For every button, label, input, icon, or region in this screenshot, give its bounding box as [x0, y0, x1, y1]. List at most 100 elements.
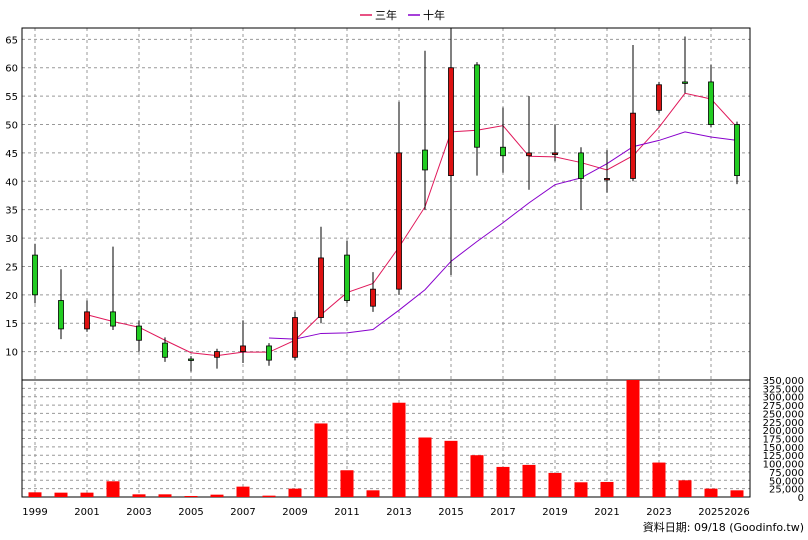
year-tick-label: 2009: [282, 507, 307, 518]
volume-bar: [652, 462, 666, 497]
candlestick: [214, 348, 220, 369]
candlestick: [552, 124, 558, 162]
candlestick: [370, 272, 376, 312]
price-tick-label: 65: [5, 35, 18, 46]
candle-body: [58, 300, 64, 330]
volume-tick-label: 175,000: [763, 435, 804, 446]
legend-label: 十年: [423, 8, 445, 22]
candle-body: [422, 149, 428, 171]
candlestick: [32, 243, 38, 304]
candle-body: [240, 345, 246, 353]
volume-bar: [626, 380, 640, 497]
candlestick: [708, 64, 714, 128]
price-tick-label: 40: [5, 177, 18, 188]
year-tick-label: 2005: [178, 507, 203, 518]
candlesticks: [32, 28, 740, 372]
volume-bar: [158, 494, 172, 497]
moving-average-lines: [86, 92, 738, 357]
candle-body: [656, 84, 662, 111]
candle-body: [370, 288, 376, 307]
price-tick-label: 55: [5, 92, 18, 103]
candlestick: [604, 150, 610, 193]
candle-body: [630, 112, 636, 179]
candle-body: [162, 342, 168, 358]
year-tick-label: 1999: [22, 507, 47, 518]
year-tick-label: 2025: [698, 507, 723, 518]
price-tick-label: 60: [5, 64, 18, 75]
volume-tick-label: 50,000: [769, 476, 804, 487]
candle-body: [578, 152, 584, 179]
candlestick: [344, 240, 350, 304]
volume-bar: [366, 490, 380, 497]
year-tick-label: 2015: [438, 507, 463, 518]
volume-tick-label: 125,000: [763, 451, 804, 462]
year-tick-label: 2001: [74, 507, 99, 518]
candlestick: [526, 96, 532, 190]
candle-body: [396, 152, 402, 290]
year-tick-label: 2023: [646, 507, 671, 518]
candlestick: [110, 246, 116, 331]
volume-tick-label: 225,000: [763, 418, 804, 429]
candle-body: [474, 64, 480, 148]
price-tick-label: 30: [5, 234, 18, 245]
volume-panel-frame: [21, 379, 751, 498]
volume-bar: [80, 492, 94, 497]
candlestick: [500, 107, 506, 173]
volume-bar: [730, 490, 744, 497]
candle-body: [708, 81, 714, 125]
volume-bar: [132, 494, 146, 497]
candle-body: [734, 124, 740, 177]
volume-bar: [262, 495, 276, 497]
volume-bar: [54, 492, 68, 497]
candle-body: [318, 257, 324, 318]
volume-bar: [522, 464, 536, 497]
volume-bars: [28, 380, 744, 497]
volume-bar: [184, 495, 198, 497]
candlestick: [474, 62, 480, 176]
year-tick-label: 2021: [594, 507, 619, 518]
volume-bar: [288, 488, 302, 497]
legend-label: 三年: [375, 8, 397, 22]
year-tick-label: 2013: [386, 507, 411, 518]
candlestick: [656, 81, 662, 114]
candlestick: [396, 101, 402, 295]
volume-tick-label: 300,000: [763, 393, 804, 404]
volume-tick-label: 250,000: [763, 409, 804, 420]
candlestick: [58, 269, 64, 340]
price-tick-label: 20: [5, 291, 18, 302]
candle-body: [32, 254, 38, 296]
year-tick-label: 2017: [490, 507, 515, 518]
legend-entry: 三年: [360, 8, 397, 22]
volume-bar: [28, 492, 42, 497]
ma-line-series: [86, 92, 738, 357]
candlestick: [292, 311, 298, 361]
axis-labels: 101520253035404550556065025,00050,00075,…: [5, 35, 804, 518]
plot-frame: [21, 27, 751, 498]
candle-body: [344, 254, 350, 301]
candle-body: [552, 152, 558, 156]
legend-entry: 十年: [408, 8, 445, 22]
volume-bar: [392, 402, 406, 497]
candlestick: [630, 45, 636, 182]
year-tick-label: 2019: [542, 507, 567, 518]
candlestick: [266, 343, 272, 366]
volume-tick-label: 0: [798, 493, 804, 504]
volume-tick-label: 100,000: [763, 460, 804, 471]
volume-bar: [106, 481, 120, 497]
year-tick-label: 2007: [230, 507, 255, 518]
volume-tick-label: 350,000: [763, 376, 804, 387]
year-tick-label: 2011: [334, 507, 359, 518]
price-tick-label: 15: [5, 319, 18, 330]
price-tick-label: 25: [5, 262, 18, 273]
volume-bar: [704, 488, 718, 497]
price-tick-label: 10: [5, 348, 18, 359]
price-panel-frame: [21, 27, 751, 381]
volume-bar: [574, 482, 588, 497]
candlestick: [318, 226, 324, 324]
volume-bar: [600, 481, 614, 497]
volume-tick-label: 150,000: [763, 443, 804, 454]
candlestick: [682, 36, 688, 94]
volume-bar: [314, 423, 328, 497]
candle-body: [448, 67, 454, 177]
volume-bar: [548, 472, 562, 497]
